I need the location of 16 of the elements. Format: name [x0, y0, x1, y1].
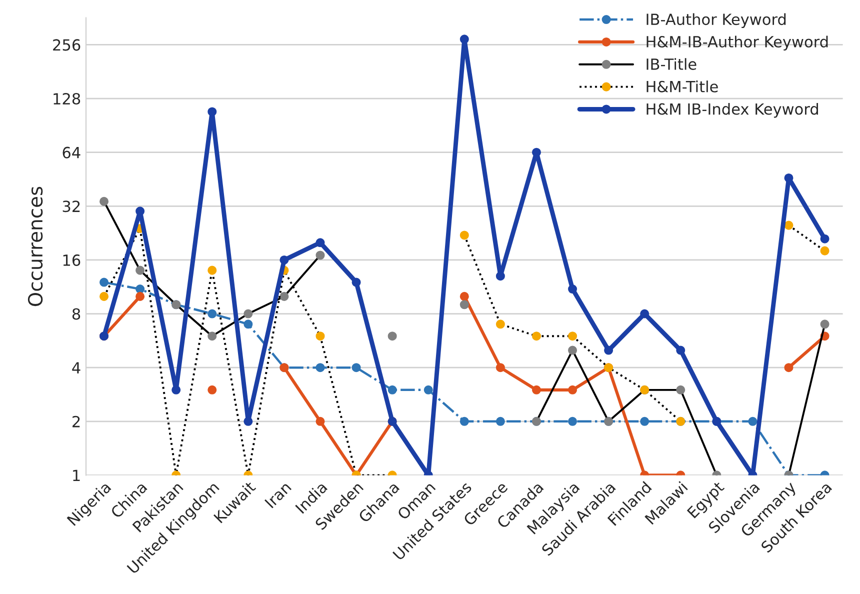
y-tick-label: 4: [72, 362, 80, 374]
legend-label: IB-Author Keyword: [646, 13, 786, 28]
legend-label: IB-Title: [646, 58, 696, 70]
y-tick-label: 16: [63, 254, 80, 266]
y-axis-title: Occurrences: [28, 186, 43, 306]
y-tick-label: 8: [72, 308, 80, 320]
legend-label: H&M-Title: [646, 80, 718, 92]
y-tick-label: 256: [53, 39, 80, 51]
y-tick-label: 32: [62, 200, 80, 212]
legend-label: H&M IB-Index Keyword: [646, 102, 818, 118]
y-tick-label: 64: [62, 146, 80, 158]
legend-label: H&M-IB-Author Keyword: [646, 36, 828, 50]
y-tick-label: 2: [72, 416, 80, 428]
x-tick-label: Iran: [264, 481, 292, 508]
y-tick-label: 128: [54, 92, 80, 105]
y-tick-label: 1: [73, 470, 80, 482]
